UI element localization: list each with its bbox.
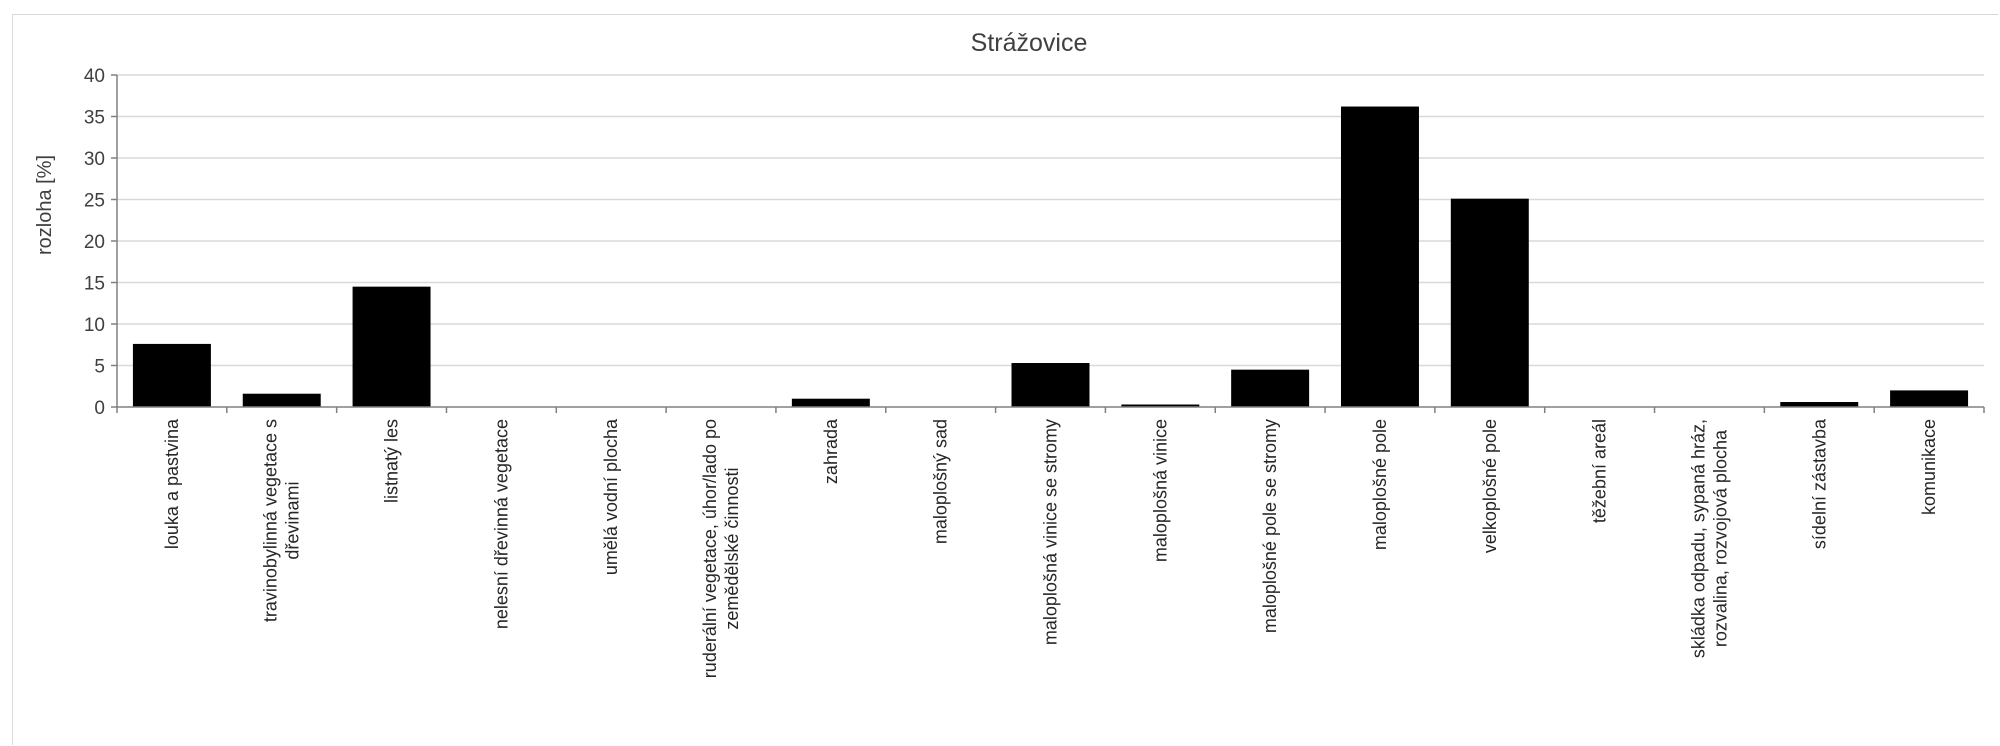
x-category-label: maloplošná vinice se stromy: [1041, 419, 1061, 645]
y-tick-label: 10: [84, 315, 105, 336]
chart-svg: Strážovice rozloha [%] 0510152025303540 …: [34, 29, 1985, 678]
x-category-label-line: maloplošné pole se stromy: [1260, 419, 1280, 633]
axis-layer: [111, 74, 1985, 413]
y-tick-label: 5: [94, 357, 105, 378]
x-category-labels: louka a pastvina travinobylinná vegetace …: [162, 418, 1939, 678]
x-category-label: listnatý les: [382, 419, 402, 503]
y-tick-label: 35: [84, 108, 105, 129]
x-category-label: maloplošný sad: [931, 419, 951, 544]
x-category-label: sídelní zástavba: [1809, 418, 1829, 549]
y-axis-title: rozloha [%]: [34, 155, 56, 255]
x-category-label-line: zahrada: [821, 418, 841, 484]
bar: [1231, 369, 1310, 407]
x-category-label-line: listnatý les: [382, 419, 402, 503]
x-category-label: komunikace: [1919, 419, 1939, 515]
x-category-label-line: maloplošná vinice se stromy: [1041, 419, 1061, 645]
x-category-label: ruderální vegetace, úhor/lado po zeměděls…: [700, 419, 742, 678]
x-category-label-line: maloplošné pole: [1370, 419, 1390, 550]
x-category-label-line: komunikace: [1919, 419, 1939, 515]
x-category-label-line: travinobylinná vegetace s: [261, 419, 281, 622]
bar: [1011, 363, 1090, 407]
x-category-label-line: maloplošná vinice: [1150, 419, 1170, 562]
x-category-label-line: zemědělské činnosti: [722, 468, 742, 630]
x-category-label-line: sídelní zástavba: [1809, 418, 1829, 549]
x-category-label: travinobylinná vegetace s dřevinami: [261, 419, 303, 622]
x-category-label-line: nelesní dřevinná vegetace: [491, 419, 511, 629]
x-category-label: maloplošná vinice: [1150, 419, 1170, 562]
bar: [1450, 198, 1529, 407]
y-tick-label: 15: [84, 274, 105, 295]
y-tick-label: 0: [94, 398, 105, 419]
y-tick-label: 30: [84, 149, 105, 170]
bar: [1890, 390, 1969, 407]
x-category-label-line: velkoplošné pole: [1480, 419, 1500, 553]
x-category-label: zahrada: [821, 418, 841, 484]
x-category-label: těžební areál: [1590, 419, 1610, 523]
chart-title: Strážovice: [971, 29, 1088, 57]
y-tick-labels: 0 5 10 15 20 25 30 35 40: [84, 66, 105, 419]
bar: [791, 398, 870, 407]
x-category-label: skládka odpadu, sypaná hráz, rozvalina, r…: [1688, 419, 1730, 658]
bar: [242, 393, 321, 407]
y-tick-label: 40: [84, 66, 105, 87]
chart-frame: Strážovice rozloha [%] 0 5 10 15 20 25 30 35 40 …: [12, 14, 1998, 745]
x-category-label: nelesní dřevinná vegetace: [491, 419, 511, 629]
bar: [1340, 106, 1419, 407]
bar: [352, 286, 431, 407]
x-category-label: maloplošné pole se stromy: [1260, 419, 1280, 633]
x-category-label-line: ruderální vegetace, úhor/lado po: [700, 419, 720, 678]
bar: [1780, 402, 1859, 407]
x-category-label: velkoplošné pole: [1480, 419, 1500, 553]
x-category-label-line: skládka odpadu, sypaná hráz,: [1688, 419, 1708, 658]
bar-layer: [132, 106, 1969, 407]
x-category-label-line: umělá vodní plocha: [601, 418, 621, 575]
x-category-label-line: louka a pastvina: [162, 418, 182, 549]
x-category-label: umělá vodní plocha: [601, 418, 621, 575]
x-category-label-line: maloplošný sad: [931, 419, 951, 544]
x-category-label: maloplošné pole: [1370, 419, 1390, 550]
y-tick-label: 25: [84, 191, 105, 212]
x-category-label: louka a pastvina: [162, 418, 182, 549]
x-category-label-line: těžební areál: [1590, 419, 1610, 523]
bar: [132, 343, 211, 407]
x-category-label-line: dřevinami: [283, 482, 303, 560]
x-category-label-line: rozvalina, rozvojová plocha: [1710, 429, 1730, 647]
y-tick-label: 20: [84, 232, 105, 253]
bar: [1121, 404, 1200, 407]
